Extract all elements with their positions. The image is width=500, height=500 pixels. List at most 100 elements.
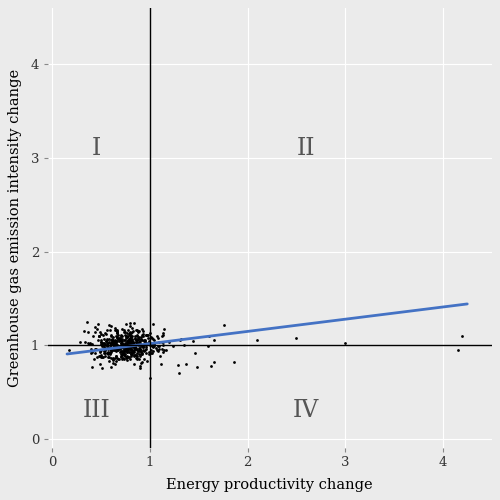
- Point: [146, 340, 154, 348]
- Point: [122, 337, 130, 345]
- Point: [118, 335, 126, 343]
- Point: [112, 328, 120, 336]
- Point: [130, 344, 138, 352]
- Point: [127, 338, 135, 345]
- Point: [114, 341, 122, 349]
- Point: [114, 345, 122, 353]
- Point: [95, 352, 103, 360]
- Point: [117, 339, 125, 347]
- Point: [108, 346, 116, 354]
- Point: [123, 342, 131, 350]
- Point: [104, 344, 112, 352]
- Point: [124, 346, 132, 354]
- Point: [123, 353, 131, 361]
- Point: [136, 350, 144, 358]
- Point: [84, 339, 92, 347]
- Point: [130, 346, 138, 354]
- Point: [107, 354, 115, 362]
- Point: [106, 356, 114, 364]
- Point: [128, 350, 136, 358]
- Point: [128, 339, 136, 347]
- Point: [120, 346, 128, 354]
- Point: [120, 341, 128, 349]
- Point: [119, 348, 127, 356]
- Point: [122, 343, 130, 351]
- Point: [122, 333, 130, 341]
- Point: [106, 326, 114, 334]
- Point: [153, 332, 161, 340]
- Text: IV: IV: [293, 399, 320, 422]
- Point: [147, 342, 155, 349]
- Point: [144, 350, 152, 358]
- Point: [136, 362, 144, 370]
- Point: [76, 338, 84, 346]
- Point: [136, 334, 143, 342]
- Point: [136, 340, 144, 348]
- Point: [127, 352, 135, 360]
- Point: [110, 344, 118, 352]
- Point: [81, 338, 89, 346]
- Point: [86, 340, 94, 348]
- Point: [112, 346, 120, 354]
- Point: [116, 344, 124, 352]
- Point: [458, 332, 466, 340]
- Point: [114, 354, 122, 362]
- Point: [159, 338, 167, 345]
- Point: [128, 339, 136, 347]
- Point: [103, 342, 111, 349]
- Point: [152, 346, 160, 354]
- Point: [134, 340, 142, 348]
- Point: [158, 345, 166, 353]
- Point: [118, 332, 126, 340]
- Point: [118, 350, 126, 358]
- Point: [192, 349, 200, 357]
- Point: [104, 345, 112, 353]
- Point: [135, 338, 143, 346]
- Point: [112, 339, 120, 347]
- Point: [127, 332, 135, 340]
- Point: [113, 344, 121, 352]
- Point: [159, 332, 167, 340]
- Point: [160, 346, 168, 354]
- Point: [124, 353, 132, 361]
- Point: [136, 339, 144, 347]
- Point: [128, 336, 136, 344]
- Point: [126, 328, 134, 336]
- Point: [98, 340, 106, 348]
- Point: [98, 364, 106, 372]
- Point: [118, 355, 126, 363]
- Point: [148, 334, 156, 342]
- Point: [102, 326, 110, 334]
- Point: [148, 336, 156, 344]
- Point: [130, 350, 138, 358]
- Point: [142, 342, 150, 349]
- Point: [117, 343, 125, 351]
- Point: [170, 342, 177, 350]
- Point: [109, 340, 117, 347]
- Point: [126, 350, 134, 358]
- Point: [116, 344, 124, 352]
- Point: [128, 332, 136, 340]
- Point: [115, 335, 123, 343]
- Point: [124, 326, 132, 334]
- Point: [131, 342, 139, 349]
- Point: [154, 342, 162, 349]
- Point: [122, 328, 130, 336]
- Point: [128, 338, 136, 346]
- Point: [126, 346, 134, 354]
- Point: [176, 336, 184, 344]
- Point: [113, 341, 121, 349]
- Point: [92, 346, 100, 354]
- Point: [116, 336, 124, 344]
- Point: [131, 334, 139, 342]
- Point: [180, 341, 188, 349]
- Point: [109, 356, 117, 364]
- Point: [123, 348, 131, 356]
- Point: [126, 344, 134, 352]
- Point: [88, 340, 96, 348]
- Point: [106, 350, 114, 358]
- Point: [210, 358, 218, 366]
- Point: [150, 346, 158, 354]
- Point: [98, 352, 106, 360]
- Point: [123, 338, 131, 346]
